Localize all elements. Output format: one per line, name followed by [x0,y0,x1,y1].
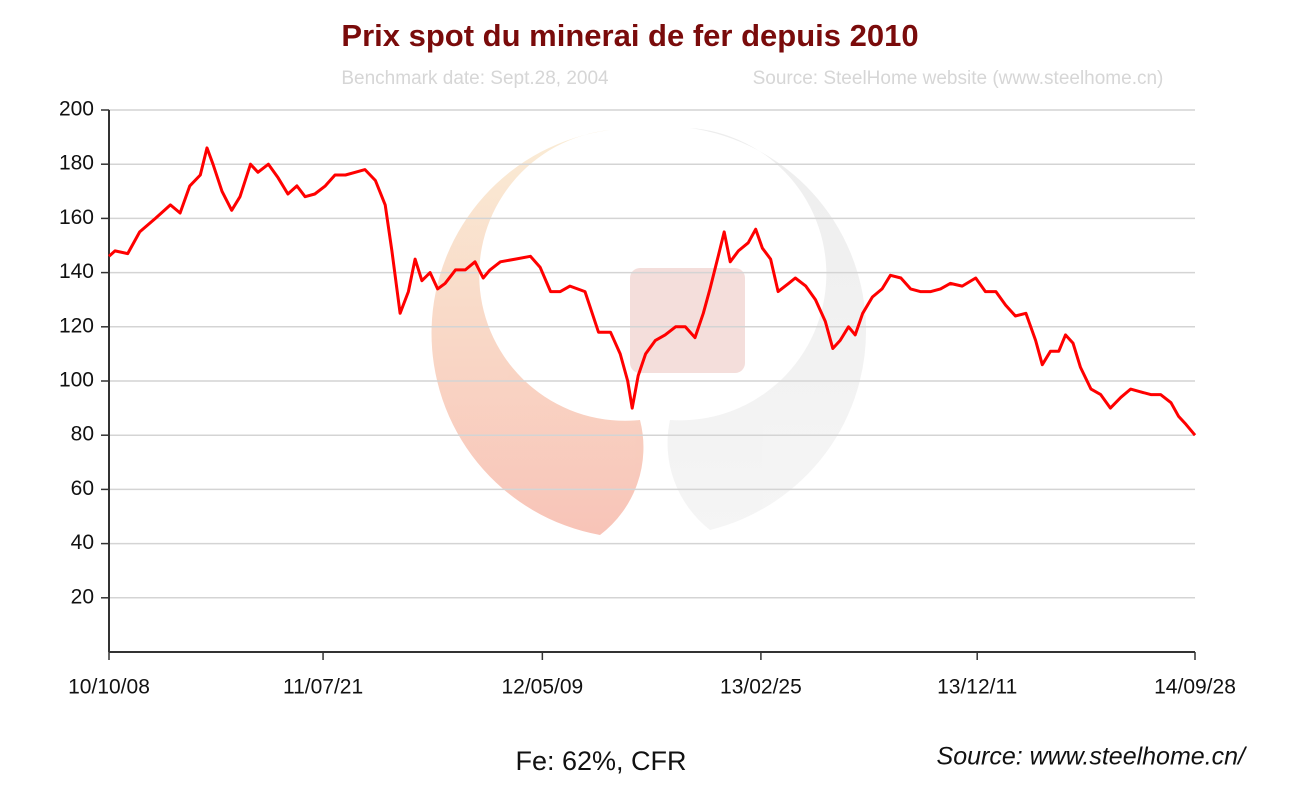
y-tick-label: 160 [59,206,94,229]
x-tick-label: 13/02/25 [720,676,802,699]
x-tick-label: 13/12/11 [937,676,1017,699]
y-tick-label: 100 [59,369,94,392]
subtitle: Benchmark date: Sept.28, 2004 [341,68,609,89]
chart-title: Prix spot du minerai de fer depuis 2010 [341,18,918,53]
x-tick-label: 10/10/08 [68,676,150,699]
plot-area: 20 40 60 80 100 120 140 160 180 200 10/10/08 11/07/… [59,98,1236,699]
y-tick-label: 120 [59,314,94,337]
y-tick-label: 40 [71,531,94,554]
annotation: Fe: 62%, CFR [515,746,686,776]
y-tick-label: 200 [59,98,94,121]
y-tick-label: 20 [71,585,94,608]
y-tick-label: 80 [71,423,94,446]
watermark-logo [431,128,867,535]
y-tick-label: 140 [59,260,94,283]
price-line [107,146,1197,437]
x-tick-label: 11/07/21 [283,676,363,699]
x-tick-label: 12/05/09 [501,676,583,699]
y-tick-label: 180 [59,152,94,175]
y-tick-label: 60 [71,477,94,500]
subtitle: Source: SteelHome website (www.steelhome… [753,68,1164,89]
x-tick-label: 14/09/28 [1154,676,1236,699]
annotation: Source: www.steelhome.cn/ [937,743,1249,771]
